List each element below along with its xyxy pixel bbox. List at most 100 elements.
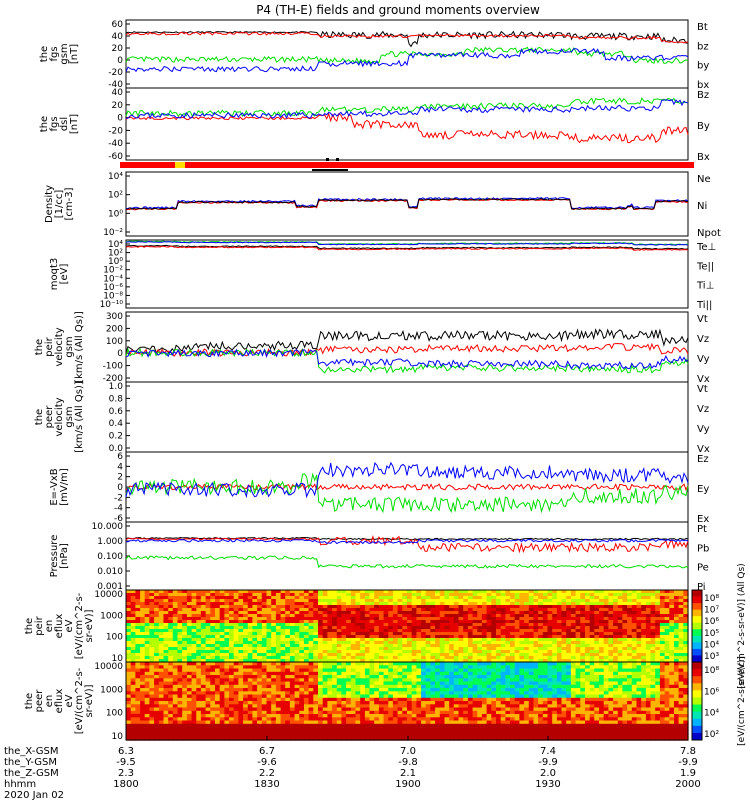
spec-cell: [257, 623, 263, 627]
spec-cell: [669, 596, 675, 600]
spec-cell: [622, 623, 628, 627]
spec-cell: [346, 723, 352, 728]
spec-cell: [261, 638, 268, 642]
spec-cell: [289, 593, 296, 597]
spec-cell: [229, 605, 235, 609]
spec-cell: [519, 659, 525, 663]
spec-cell: [205, 691, 211, 696]
spec-cell: [346, 593, 352, 597]
spec-cell: [289, 626, 296, 630]
spec-cell: [603, 608, 609, 612]
spec-cell: [210, 632, 216, 636]
spec-cell: [463, 701, 469, 705]
spec-cell: [336, 608, 343, 612]
spec-cell: [552, 623, 558, 627]
spec-cell: [233, 675, 239, 679]
spec-cell: [397, 681, 403, 686]
spec-cell: [215, 623, 221, 627]
spec-cell: [332, 602, 338, 606]
spec-cell: [205, 623, 211, 627]
spec-cell: [678, 653, 684, 657]
spec-cell: [674, 653, 680, 657]
spec-cell: [243, 647, 249, 651]
spec-cell: [172, 697, 179, 702]
spec-cell: [360, 626, 366, 630]
spec-cell: [210, 717, 216, 722]
spec-cell: [547, 632, 553, 636]
spec-cell: [243, 691, 249, 696]
spec-cell: [378, 662, 385, 666]
spec-cell: [388, 701, 394, 705]
spec-cell: [481, 647, 488, 651]
spec-cell: [360, 723, 366, 728]
spec-cell: [308, 599, 314, 603]
spec-cell: [599, 641, 605, 645]
spec-cell: [229, 593, 235, 597]
spec-cell: [280, 653, 286, 657]
spec-cell: [374, 647, 380, 651]
spec-cell: [233, 647, 239, 651]
spec-cell: [322, 704, 328, 709]
spec-cell: [275, 671, 282, 676]
spec-cell: [467, 701, 474, 705]
spec-cell: [659, 650, 666, 654]
spec-cell: [224, 650, 230, 654]
spec-cell: [617, 620, 624, 624]
spec-cell: [645, 659, 652, 663]
spec-cell: [215, 678, 221, 683]
spec-cell: [402, 656, 408, 660]
spec-cell: [360, 668, 366, 673]
spec-cell: [477, 717, 483, 722]
spec-cell: [229, 611, 235, 615]
spec-cell: [416, 593, 422, 597]
ytick-label: -4: [114, 504, 123, 514]
spec-cell: [467, 608, 474, 612]
spec-cell: [538, 602, 544, 606]
spec-cell: [575, 602, 581, 606]
spec-cell: [463, 694, 469, 699]
spec-cell: [289, 701, 296, 705]
spec-cell: [233, 681, 239, 686]
spec-cell: [144, 635, 150, 639]
spec-cell: [392, 644, 399, 648]
spec-cell: [645, 650, 652, 654]
spec-cell: [627, 617, 633, 621]
spec-cell: [140, 605, 146, 609]
spec-cell: [261, 710, 268, 715]
spec-cell: [299, 701, 305, 705]
spec-cell: [336, 710, 343, 715]
spec-cell: [397, 710, 403, 715]
ylabel-line: peer: [34, 689, 45, 713]
spec-cell: [158, 653, 165, 657]
spec-cell: [332, 733, 338, 738]
spec-cell: [411, 671, 417, 676]
spec-cell: [374, 720, 380, 725]
spec-cell: [140, 602, 146, 606]
spec-cell: [336, 697, 343, 702]
spec-cell: [299, 688, 305, 692]
spec-cell: [285, 650, 291, 654]
spec-cell: [294, 644, 300, 648]
spec-cell: [664, 650, 670, 654]
spec-cell: [481, 704, 488, 709]
spec-cell: [322, 602, 328, 606]
spec-cell: [411, 694, 417, 699]
spec-cell: [421, 717, 427, 722]
spec-cell: [374, 668, 380, 673]
spec-cell: [458, 650, 464, 654]
spec-cell: [444, 662, 450, 666]
spec-cell: [664, 647, 670, 651]
spec-cell: [533, 641, 539, 645]
spec-cell: [261, 736, 268, 741]
spec-cell: [341, 614, 347, 618]
spec-cell: [186, 697, 193, 702]
spec-cell: [215, 614, 221, 618]
spec-cell: [369, 596, 375, 600]
spec-cell: [496, 596, 502, 600]
spec-cell: [500, 653, 506, 657]
spec-cell: [421, 653, 427, 657]
spec-cell: [191, 614, 197, 618]
spec-cell: [538, 599, 544, 603]
spec-cell: [285, 644, 291, 648]
spec-cell: [392, 659, 399, 663]
